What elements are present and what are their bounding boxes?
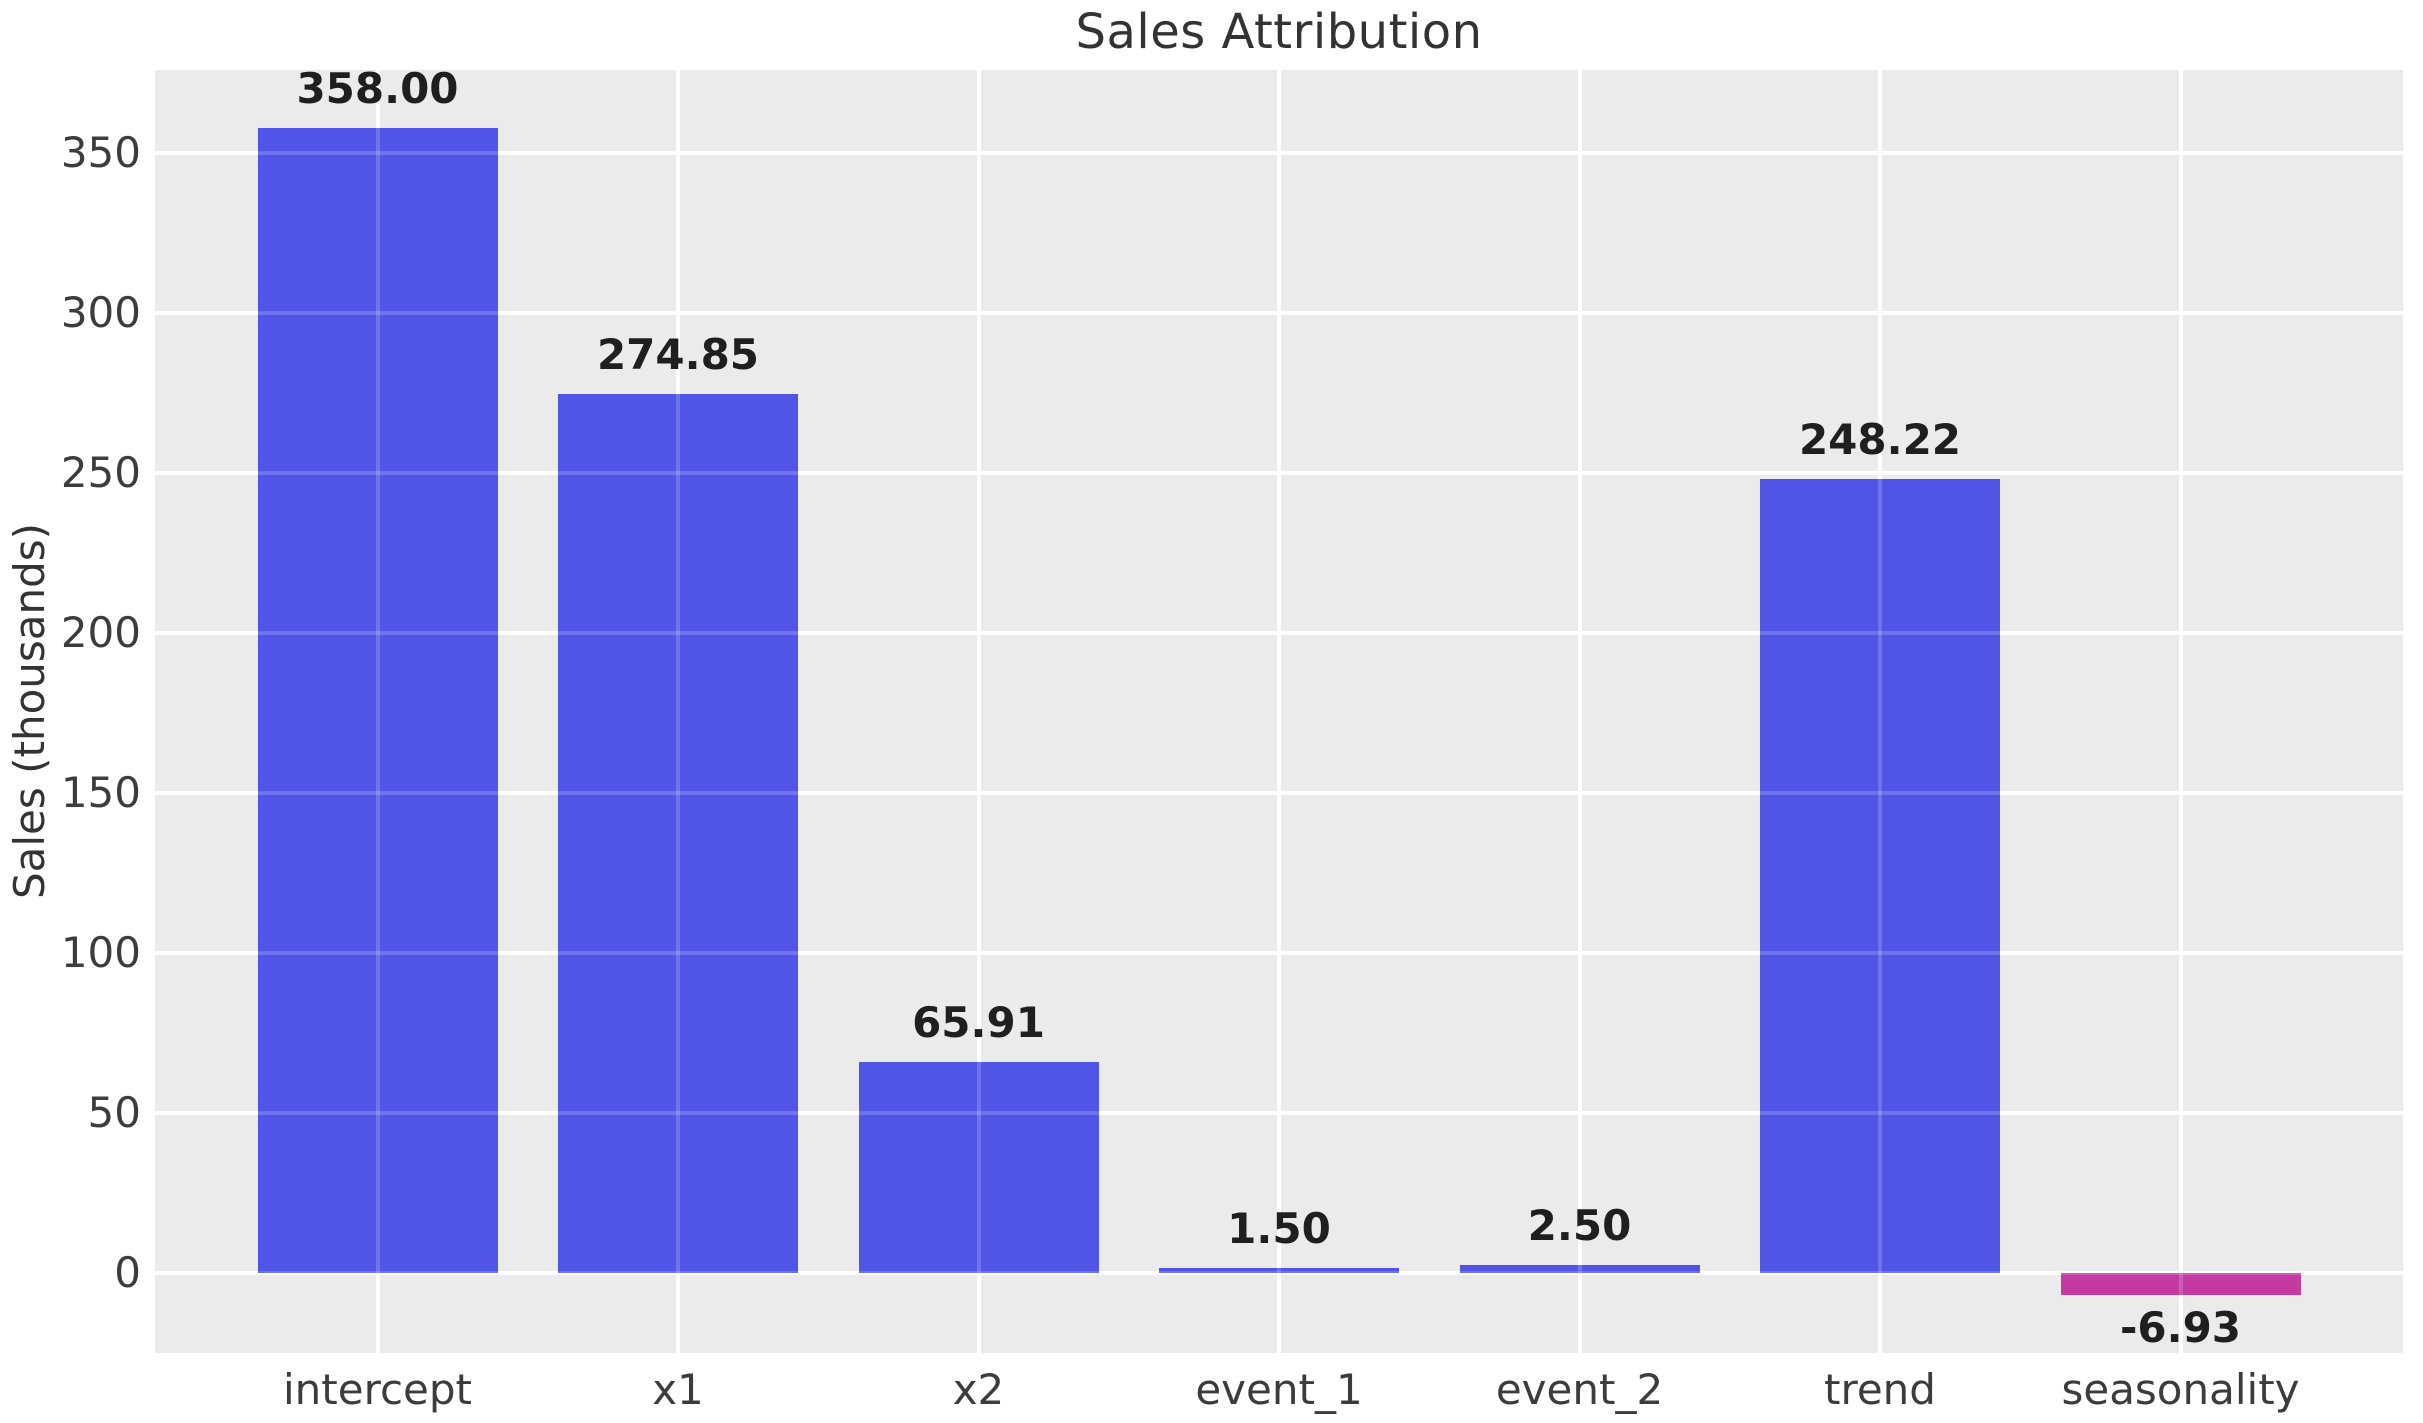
- v-gridline-overlay: [676, 70, 680, 1353]
- x-tick-label-seasonality: seasonality: [2061, 1365, 2300, 1414]
- bar-event_1: [1159, 1268, 1399, 1273]
- bar-intercept: [257, 127, 498, 1273]
- x-tick-label-event_2: event_2: [1495, 1365, 1664, 1414]
- v-gridline-overlay: [1277, 70, 1281, 1353]
- plot-area: [155, 70, 2403, 1353]
- bar-trend: [1760, 478, 2000, 1273]
- bar-value-label: 274.85: [596, 329, 760, 379]
- v-gridline-overlay: [375, 70, 380, 1353]
- h-gridline-overlay: [155, 631, 2403, 636]
- y-tick-label: 250: [60, 448, 141, 498]
- y-tick-label: 300: [60, 288, 141, 338]
- v-gridline-overlay: [2178, 70, 2183, 1353]
- x-tick-label-intercept: intercept: [283, 1365, 472, 1414]
- h-gridline-overlay: [155, 791, 2403, 796]
- x-tick-label-x2: x2: [952, 1365, 1005, 1414]
- h-gridline-overlay: [155, 151, 2403, 156]
- bar-value-label: -6.93: [2119, 1303, 2242, 1353]
- bar-value-label: 358.00: [296, 63, 459, 113]
- v-gridline-overlay: [1577, 70, 1582, 1353]
- h-gridline-overlay: [155, 311, 2403, 316]
- y-tick-label: 100: [60, 928, 141, 978]
- chart-title: Sales Attribution: [1075, 4, 1483, 60]
- x-tick-label-event_1: event_1: [1195, 1365, 1363, 1414]
- v-gridline-overlay: [976, 70, 981, 1353]
- h-gridline-overlay: [155, 1271, 2403, 1275]
- x-tick-label-x1: x1: [652, 1365, 704, 1414]
- bar-event_2: [1459, 1265, 1700, 1273]
- bar-seasonality: [2060, 1273, 2301, 1296]
- y-tick-label: 0: [114, 1248, 141, 1297]
- v-gridline: [976, 70, 981, 1353]
- bar-value-label: 248.22: [1798, 414, 1962, 464]
- h-gridline-overlay: [155, 471, 2403, 476]
- bar-value-label: 1.50: [1227, 1204, 1331, 1254]
- bar-x1: [558, 393, 798, 1273]
- x-tick-label-trend: trend: [1824, 1365, 1936, 1414]
- v-gridline: [1277, 70, 1281, 1353]
- y-tick-label: 350: [60, 128, 141, 178]
- y-tick-label: 50: [87, 1088, 141, 1138]
- bar-value-label: 65.91: [912, 998, 1045, 1048]
- v-gridline-overlay: [1878, 70, 1882, 1353]
- v-gridline: [2178, 70, 2183, 1353]
- bar-value-label: 2.50: [1527, 1201, 1632, 1250]
- h-gridline-overlay: [155, 951, 2403, 956]
- h-gridline-overlay: [155, 1111, 2403, 1116]
- bar-x2: [858, 1062, 1099, 1273]
- y-tick-label: 150: [60, 768, 141, 818]
- v-gridline: [1577, 70, 1582, 1353]
- y-tick-label: 200: [60, 608, 141, 658]
